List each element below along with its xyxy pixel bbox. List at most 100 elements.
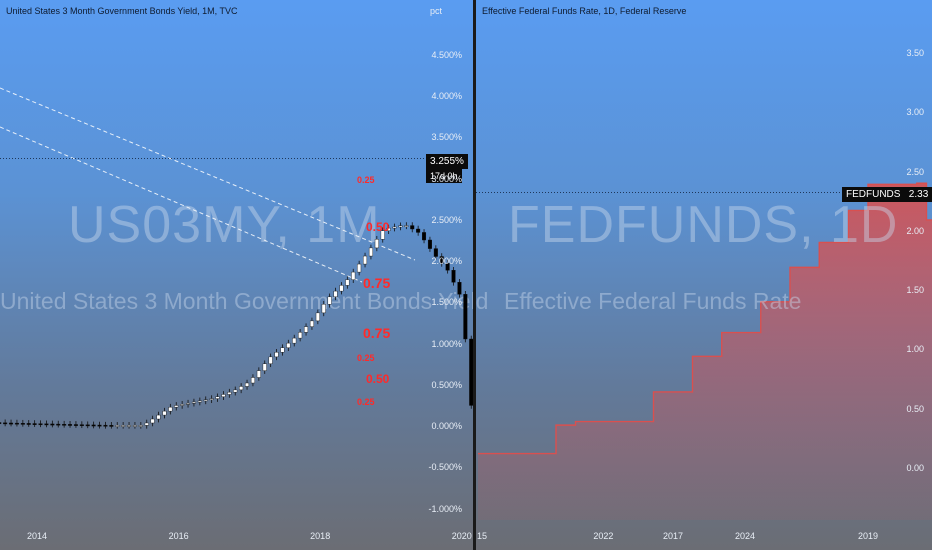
left-ytick-10: -0.500%: [428, 462, 462, 473]
left-candle-body-17: [68, 424, 73, 426]
left-candle-body-50: [262, 363, 267, 371]
left-candle-body-8: [14, 422, 19, 425]
left-candle-body-55: [292, 337, 297, 344]
left-candle-body-52: [274, 352, 279, 358]
left-candle-body-39: [197, 400, 202, 403]
left-trendline-lower: [0, 126, 363, 283]
left-candle-body-54: [286, 342, 291, 348]
left-ytick-9: 0.000%: [431, 421, 462, 431]
right-ytick-7: 0.00: [906, 463, 924, 473]
left-unit-label: pct: [430, 6, 443, 16]
left-candle-body-66: [357, 263, 362, 273]
left-annotation-5: 0.25: [357, 353, 375, 363]
left-candle-body-30: [144, 422, 149, 426]
left-candle-body-43: [221, 394, 226, 397]
left-xtick-4: 2022: [593, 531, 614, 541]
left-candle-body-34: [168, 406, 173, 412]
left-candle-body-78: [427, 239, 432, 249]
left-candle-body-21: [91, 424, 96, 427]
left-candle-body-7: [9, 422, 14, 425]
left-annotation-4: 0.75: [363, 325, 391, 341]
left-candle-body-82: [451, 270, 456, 283]
left-candle-body-31: [150, 418, 155, 424]
left-candle-body-59: [315, 312, 320, 322]
left-countdown-badge: 17d 0h: [426, 169, 462, 183]
left-candle-body-40: [203, 399, 208, 402]
left-annotation-6: 0.50: [366, 372, 390, 386]
left-candle-body-13: [44, 423, 49, 426]
left-candle-body-15: [56, 423, 61, 426]
right-xtick-0: 15: [476, 531, 488, 541]
left-candle-body-51: [268, 356, 273, 364]
left-candle-body-69: [374, 239, 379, 249]
right-plot-svg: [476, 182, 932, 520]
left-candle-body-16: [62, 423, 67, 426]
left-candle-body-58: [309, 320, 314, 327]
left-candle-body-33: [162, 410, 167, 416]
right-ytick-1: 3.00: [906, 107, 924, 118]
pane-divider[interactable]: [473, 0, 476, 550]
left-chart-pane[interactable]: United States 3 Month Government Bonds Y…: [0, 0, 755, 550]
left-candle-body-73: [398, 225, 403, 228]
left-candle-body-42: [215, 396, 220, 399]
left-candle-body-41: [209, 398, 214, 400]
right-ytick-5: 1.00: [906, 344, 924, 355]
left-candle-body-18: [73, 424, 78, 426]
left-xtick-3: 2020: [451, 531, 472, 541]
left-candle-body-68: [368, 247, 373, 257]
right-ytick-3: 2.00: [906, 225, 924, 236]
right-ytick-0: 3.50: [906, 47, 924, 58]
left-candle-body-65: [351, 271, 356, 280]
right-chart-pane[interactable]: Effective Federal Funds Rate, 1D, Federa…: [476, 0, 932, 550]
left-candle-body-29: [138, 425, 143, 427]
left-candle-body-45: [233, 389, 238, 393]
left-plot-svg: [0, 126, 473, 429]
right-chart-title: Effective Federal Funds Rate, 1D, Federa…: [482, 6, 687, 16]
left-ytick-4: 2.500%: [431, 214, 462, 225]
left-candle-body-12: [38, 423, 43, 426]
left-candle-body-23: [103, 424, 108, 427]
left-candle-body-22: [97, 424, 102, 427]
left-candle-body-47: [245, 382, 250, 387]
left-annotation-3: 0.75: [363, 275, 391, 291]
left-candle-body-49: [256, 370, 261, 378]
left-candle-body-46: [239, 386, 244, 391]
left-chart-title: United States 3 Month Government Bonds Y…: [6, 6, 238, 16]
left-xtick-0: 2014: [26, 531, 48, 541]
right-ytick-6: 0.50: [906, 403, 924, 414]
right-watermark-symbol: FEDFUNDS, 1D: [508, 196, 899, 254]
left-candle-body-27: [127, 425, 132, 427]
left-ytick-3: 3.000%: [431, 173, 462, 184]
left-candle-body-11: [32, 423, 37, 425]
left-candle-body-26: [121, 425, 126, 427]
left-candle-body-6: [3, 422, 8, 425]
left-candle-body-56: [298, 332, 303, 339]
left-candle-body-10: [26, 423, 31, 425]
left-ytick-8: 0.500%: [431, 379, 462, 390]
left-candle-body-20: [85, 424, 90, 427]
left-candle-body-81: [445, 263, 450, 271]
left-candle-body-37: [186, 402, 191, 405]
left-candle-body-72: [392, 226, 397, 229]
left-annotation-1: 0.25: [357, 175, 375, 185]
left-candle-body-76: [416, 228, 421, 233]
left-xtick-1: 2016: [168, 531, 189, 541]
right-badge-symbol: FEDFUNDS: [846, 189, 901, 200]
left-candle-body-14: [50, 423, 55, 426]
left-ytick-5: 2.000%: [431, 256, 462, 266]
right-value-badge: FEDFUNDS 2.33: [842, 187, 932, 202]
right-watermark-name: Effective Federal Funds Rate: [504, 288, 802, 314]
left-candle-body-36: [180, 404, 185, 406]
left-ytick-6: 1.500%: [431, 297, 462, 308]
left-candle-body-5: [0, 422, 2, 424]
left-xtick-2: 2018: [310, 531, 331, 541]
left-candle-body-32: [156, 414, 161, 420]
left-candle-body-44: [227, 391, 232, 395]
left-candle-body-57: [304, 326, 309, 333]
left-candle-body-84: [463, 294, 468, 340]
left-candle-body-9: [20, 423, 25, 425]
right-ytick-2: 2.50: [906, 166, 924, 177]
left-candle-body-77: [422, 232, 427, 241]
left-ytick-7: 1.000%: [431, 338, 462, 349]
